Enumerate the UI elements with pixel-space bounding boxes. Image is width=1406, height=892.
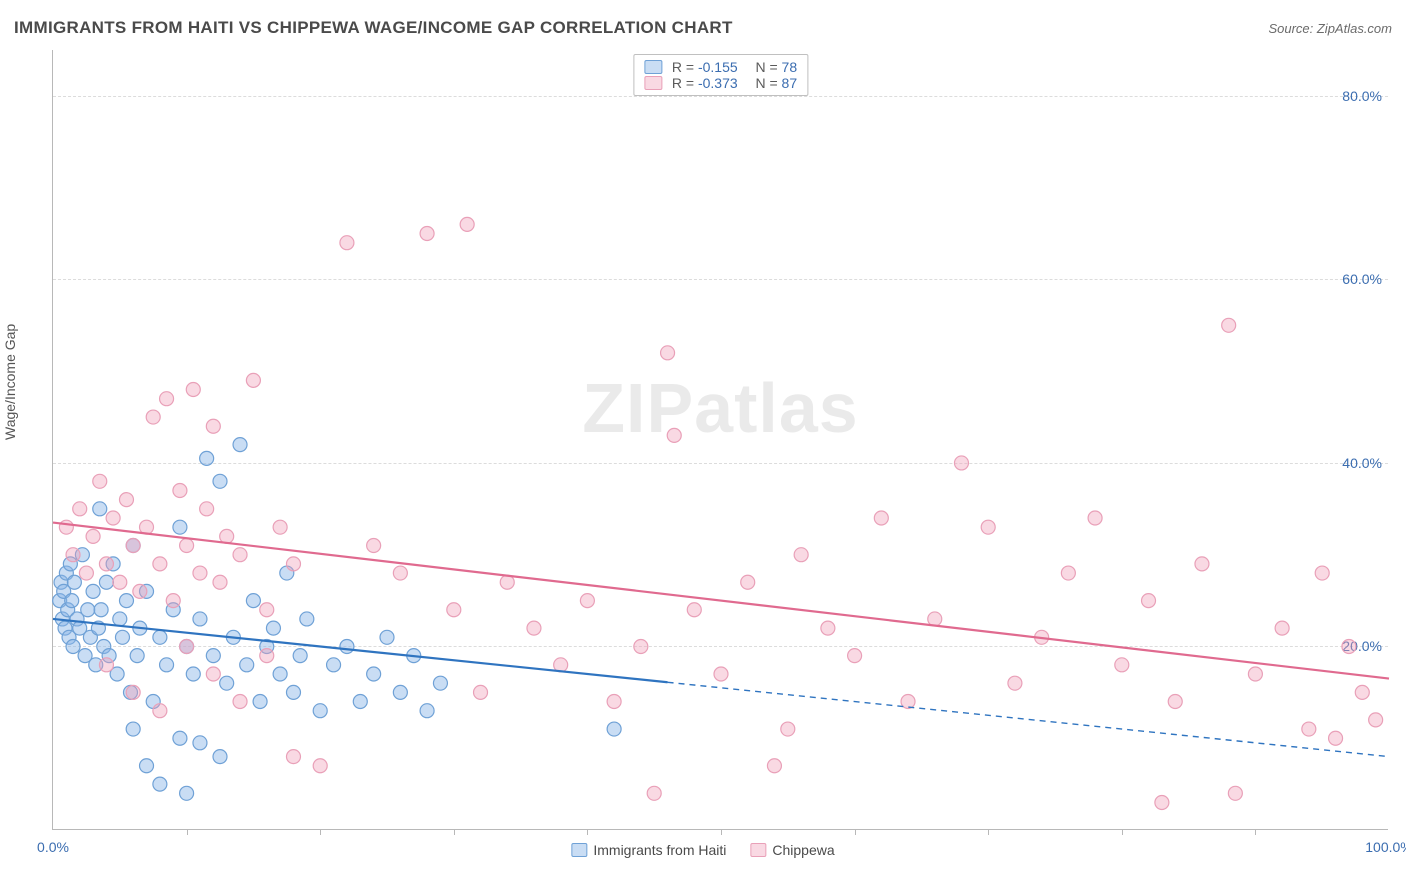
series-legend-label: Chippewa xyxy=(772,842,834,858)
n-value: 78 xyxy=(782,59,798,75)
correlation-legend: R = -0.155 N = 78R = -0.373 N = 87 xyxy=(633,54,808,96)
x-tick xyxy=(1122,829,1123,835)
x-tick xyxy=(855,829,856,835)
n-label: N = 87 xyxy=(748,75,797,91)
r-label: R = -0.155 xyxy=(672,59,738,75)
series-legend: Immigrants from Haiti Chippewa xyxy=(571,842,834,858)
legend-swatch-icon xyxy=(571,843,587,857)
source-name: ZipAtlas.com xyxy=(1317,21,1392,36)
legend-swatch-icon xyxy=(750,843,766,857)
trend-line-solid xyxy=(53,523,1389,679)
correlation-legend-row: R = -0.155 N = 78 xyxy=(644,59,797,75)
trend-line-solid xyxy=(53,619,668,682)
r-label: R = -0.373 xyxy=(672,75,738,91)
series-legend-label: Immigrants from Haiti xyxy=(593,842,726,858)
legend-swatch-icon xyxy=(644,76,662,90)
x-tick xyxy=(1255,829,1256,835)
series-legend-item: Chippewa xyxy=(750,842,834,858)
plot-area: ZIPatlas R = -0.155 N = 78R = -0.373 N =… xyxy=(52,50,1388,830)
series-legend-item: Immigrants from Haiti xyxy=(571,842,726,858)
trend-line-dashed xyxy=(668,682,1389,756)
r-value: -0.155 xyxy=(698,59,738,75)
r-value: -0.373 xyxy=(698,75,738,91)
x-tick xyxy=(320,829,321,835)
x-tick xyxy=(721,829,722,835)
x-tick-label: 0.0% xyxy=(37,839,69,855)
x-tick xyxy=(454,829,455,835)
x-tick-label: 100.0% xyxy=(1365,839,1406,855)
correlation-legend-row: R = -0.373 N = 87 xyxy=(644,75,797,91)
trend-lines-layer xyxy=(53,50,1388,829)
x-tick xyxy=(587,829,588,835)
chart-source: Source: ZipAtlas.com xyxy=(1268,21,1392,36)
legend-swatch-icon xyxy=(644,60,662,74)
chart-title: IMMIGRANTS FROM HAITI VS CHIPPEWA WAGE/I… xyxy=(14,18,733,38)
x-tick xyxy=(988,829,989,835)
chart-header: IMMIGRANTS FROM HAITI VS CHIPPEWA WAGE/I… xyxy=(14,14,1392,42)
n-value: 87 xyxy=(782,75,798,91)
x-tick xyxy=(187,829,188,835)
source-prefix: Source: xyxy=(1268,21,1316,36)
n-label: N = 78 xyxy=(748,59,797,75)
y-axis-label: Wage/Income Gap xyxy=(2,324,18,440)
